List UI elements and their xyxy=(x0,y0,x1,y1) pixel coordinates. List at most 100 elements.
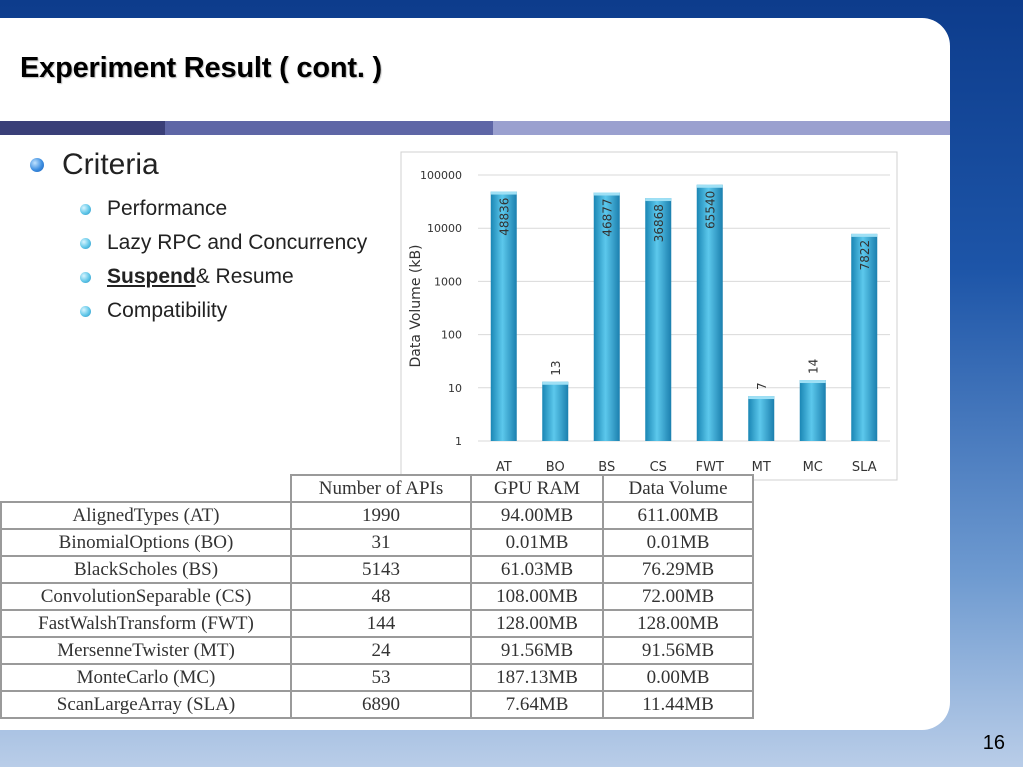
sub-bullet-suspend-resume: Suspend & Resume xyxy=(80,260,367,294)
table-cell: 187.13MB xyxy=(470,663,604,692)
x-tick-label: BS xyxy=(598,460,615,475)
table-cell: 72.00MB xyxy=(602,582,754,611)
table-cell: 11.44MB xyxy=(602,690,754,719)
table-cell: 5143 xyxy=(290,555,472,584)
table-cell: ConvolutionSeparable (CS) xyxy=(0,582,292,611)
table-row: AlignedTypes (AT) 1990 94.00MB 611.00MB xyxy=(0,501,754,530)
x-tick-label: AT xyxy=(496,460,512,475)
table-row: ScanLargeArray (SLA) 6890 7.64MB 11.44MB xyxy=(0,690,754,719)
table-header-cell xyxy=(1,475,292,503)
chart-bar-cap xyxy=(799,380,826,384)
sub-bullet-label: & Resume xyxy=(195,265,294,288)
table-row: MonteCarlo (MC) 53 187.13MB 0.00MB xyxy=(0,663,754,692)
sub-bullet-bold-label: Suspend xyxy=(107,265,196,288)
sub-bullet-label: Lazy RPC and Concurrency xyxy=(107,231,368,254)
table-cell: 128.00MB xyxy=(470,609,604,638)
chart-bar-cap xyxy=(696,184,723,188)
table-cell: ScanLargeArray (SLA) xyxy=(0,690,292,719)
chart-bar xyxy=(645,198,672,441)
bar-data-label: 65540 xyxy=(704,191,718,229)
chart-bar xyxy=(490,191,517,441)
sub-bullet-lazy-rpc: Lazy RPC and Concurrency xyxy=(80,226,367,260)
chart-bar xyxy=(593,192,620,441)
table-cell: FastWalshTransform (FWT) xyxy=(0,609,292,638)
bullet-criteria: Criteria xyxy=(30,148,159,182)
table-cell: 611.00MB xyxy=(602,501,754,530)
table-header-cell: Data Volume xyxy=(602,474,754,503)
table-cell: 144 xyxy=(290,609,472,638)
chart-bar xyxy=(799,380,826,441)
table-cell: 1990 xyxy=(290,501,472,530)
chart-bar xyxy=(696,184,723,442)
chart-bar-cap xyxy=(542,381,569,385)
sub-bullet-dot-icon xyxy=(80,305,91,317)
chart-bar xyxy=(542,381,569,441)
table-cell: 7.64MB xyxy=(470,690,604,719)
page-number: 16 xyxy=(982,732,1005,754)
y-tick-label: 10000 xyxy=(427,222,462,235)
sub-bullet-label: Performance xyxy=(107,197,228,220)
chart-bar-cap xyxy=(851,233,878,237)
table-cell: 91.56MB xyxy=(602,636,754,665)
table-cell: 31 xyxy=(290,528,472,557)
chart-bar xyxy=(851,233,878,441)
slide: Experiment Result ( cont. ) Criteria Per… xyxy=(0,18,950,730)
x-tick-label: MT xyxy=(752,460,771,475)
chart-bar-cap xyxy=(490,191,517,195)
chart-bar-cap xyxy=(593,192,620,196)
table-cell: 6890 xyxy=(290,690,472,719)
table-cell: 48 xyxy=(290,582,472,611)
bar-data-label: 7822 xyxy=(858,240,872,271)
table-cell: 61.03MB xyxy=(470,555,604,584)
chart-svg: 1 10 100 1000 10000 100000 48836 13 46877 36868 6… xyxy=(400,151,898,481)
chart-bar xyxy=(748,396,775,441)
table-cell: 91.56MB xyxy=(470,636,604,665)
table-cell: 0.00MB xyxy=(602,663,754,692)
table-header-cell: GPU RAM xyxy=(470,474,604,503)
data-volume-chart: 1 10 100 1000 10000 100000 48836 13 46877 36868 6… xyxy=(400,151,898,481)
benchmark-table-grid: Number of APIs GPU RAM Data Volume Align… xyxy=(0,474,754,719)
table-header-row: Number of APIs GPU RAM Data Volume xyxy=(1,474,754,503)
bar-data-label: 48836 xyxy=(498,198,512,236)
table-cell: 94.00MB xyxy=(470,501,604,530)
table-cell: MonteCarlo (MC) xyxy=(0,663,292,692)
sub-bullet-dot-icon xyxy=(80,237,91,249)
table-cell: 128.00MB xyxy=(602,609,754,638)
table-cell: BinomialOptions (BO) xyxy=(0,528,292,557)
table-header-cell: Number of APIs xyxy=(290,474,472,503)
y-tick-label: 10 xyxy=(448,382,462,395)
bar-data-label: 14 xyxy=(807,359,821,374)
bar-data-label: 13 xyxy=(549,360,563,375)
table-cell: 76.29MB xyxy=(602,555,754,584)
table-cell: 24 xyxy=(290,636,472,665)
y-axis-label: Data Volume (kB) xyxy=(408,244,424,367)
bar-data-label: 36868 xyxy=(652,204,666,242)
bullet-dot-icon xyxy=(30,158,44,172)
criteria-sublist: Performance Lazy RPC and Concurrency Sus… xyxy=(80,192,367,328)
y-tick-label: 1 xyxy=(455,435,462,448)
benchmark-table: Number of APIs GPU RAM Data Volume Align… xyxy=(0,474,754,719)
table-row: BinomialOptions (BO) 31 0.01MB 0.01MB xyxy=(0,528,754,557)
chart-bar-cap xyxy=(748,396,775,400)
divider-segment-1 xyxy=(0,121,165,135)
y-tick-label: 100000 xyxy=(420,169,462,182)
chart-bar-cap xyxy=(645,198,672,202)
x-tick-label: CS xyxy=(650,460,667,475)
table-cell: AlignedTypes (AT) xyxy=(0,501,292,530)
x-tick-label: BO xyxy=(546,460,565,475)
table-cell: MersenneTwister (MT) xyxy=(0,636,292,665)
table-cell: 0.01MB xyxy=(602,528,754,557)
table-row: FastWalshTransform (FWT) 144 128.00MB 128.0… xyxy=(0,609,754,638)
x-tick-label: MC xyxy=(803,460,823,475)
bar-data-label: 7 xyxy=(755,382,769,390)
y-tick-label: 1000 xyxy=(434,275,462,288)
sub-bullet-dot-icon xyxy=(80,203,91,215)
bar-data-label: 46877 xyxy=(601,199,615,237)
table-cell: 53 xyxy=(290,663,472,692)
table-row: BlackScholes (BS) 5143 61.03MB 76.29MB xyxy=(0,555,754,584)
table-cell: BlackScholes (BS) xyxy=(0,555,292,584)
slide-title: Experiment Result ( cont. ) xyxy=(20,52,382,84)
x-tick-label: SLA xyxy=(852,460,877,475)
title-divider-strip xyxy=(0,121,950,135)
sub-bullet-compatibility: Compatibility xyxy=(80,294,367,328)
